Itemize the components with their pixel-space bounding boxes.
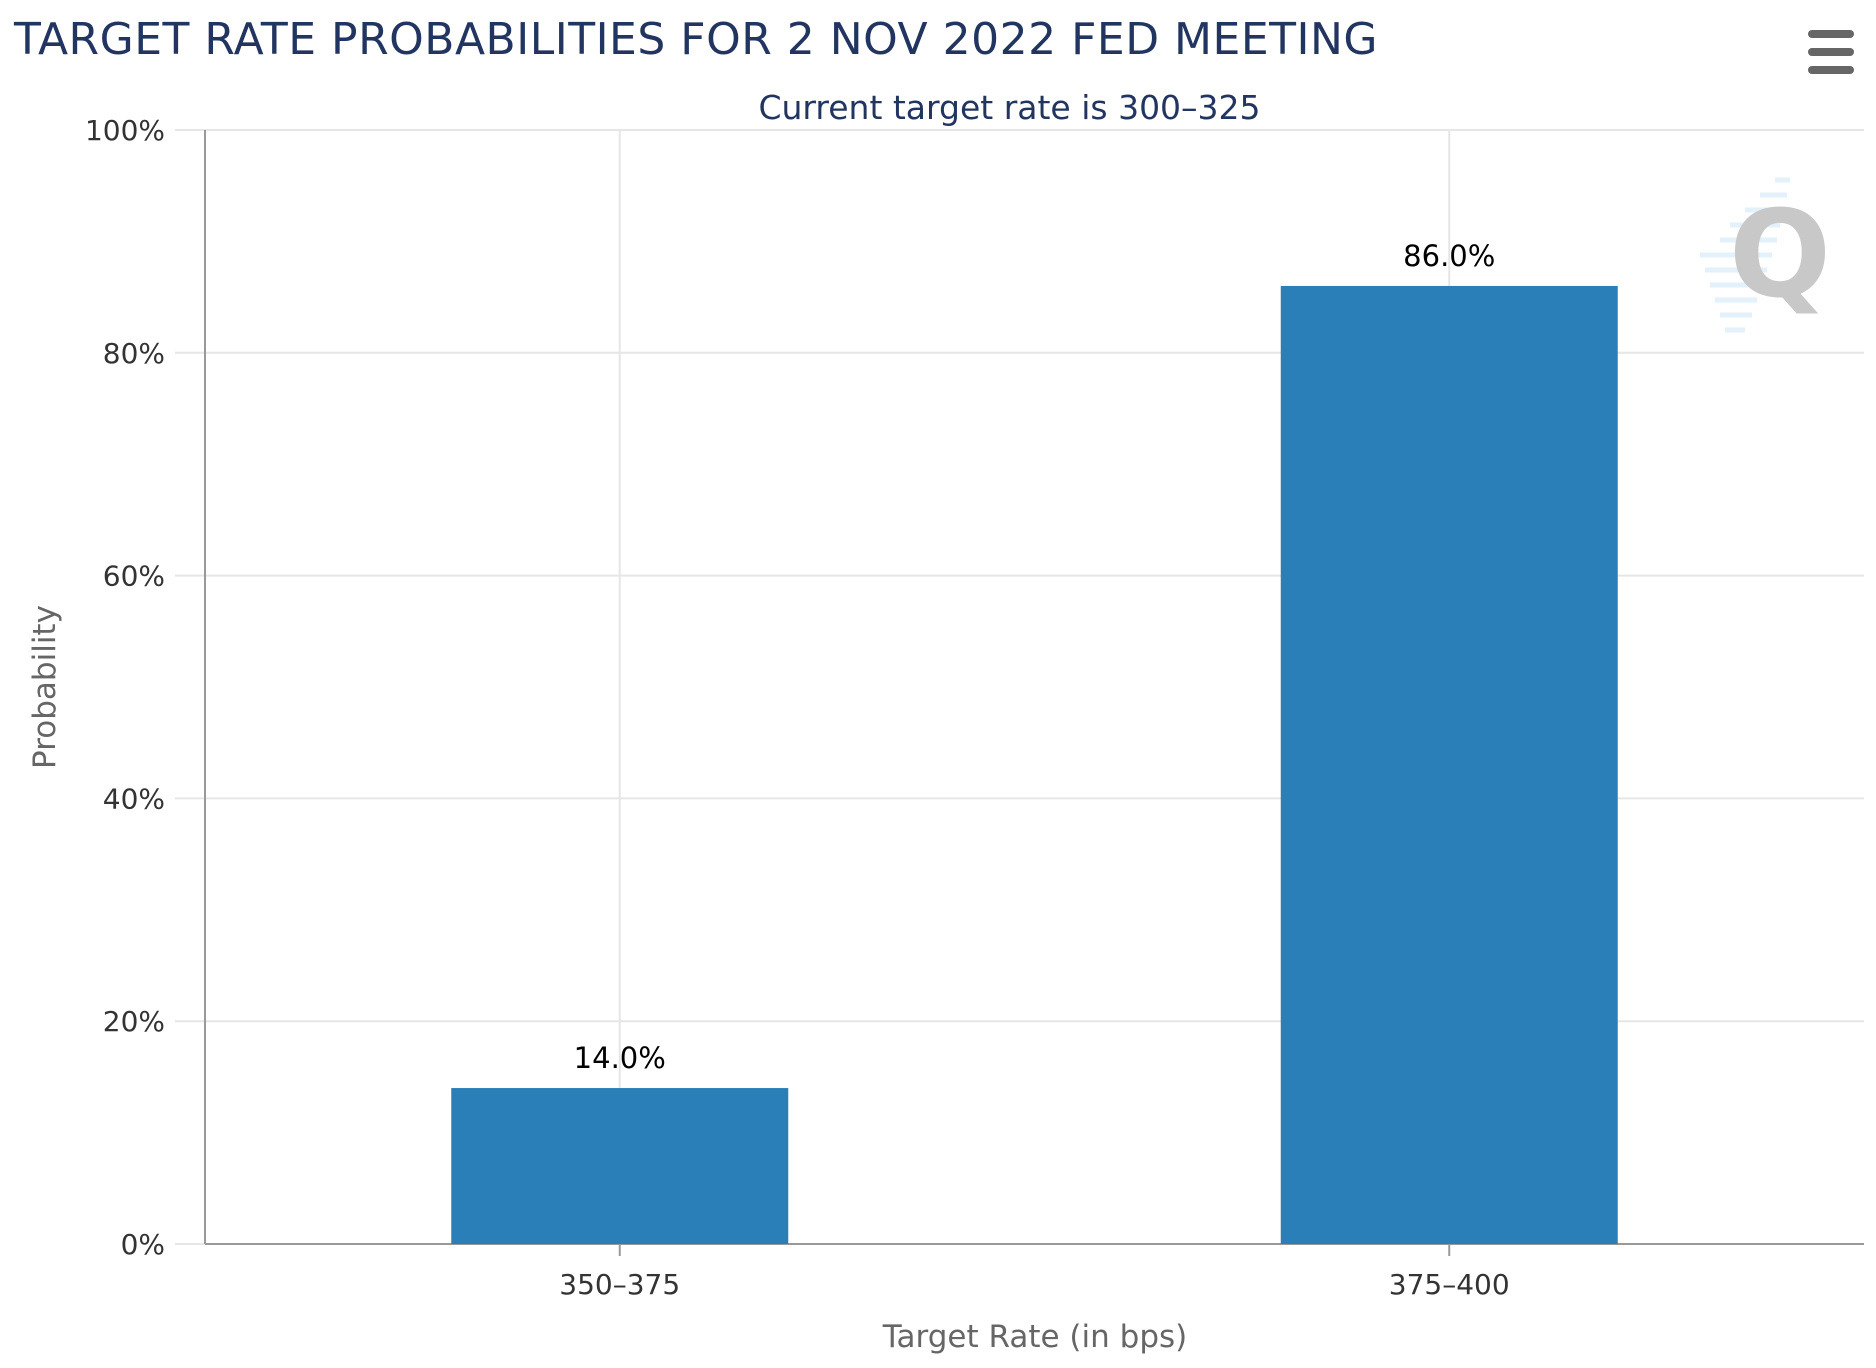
y-tick-label: 40% — [103, 782, 165, 815]
hamburger-menu-icon[interactable] — [1805, 28, 1857, 76]
labels: 0% 20% 40% 60% 80% 100% 14.0% 350–375 86.0% 375–4… — [27, 114, 1510, 1355]
bars — [451, 285, 1618, 1245]
y-tick-label: 20% — [103, 1005, 165, 1038]
data-label: 86.0% — [1403, 239, 1495, 273]
chart-title: TARGET RATE PROBABILITIES FOR 2 NOV 2022… — [14, 14, 1378, 65]
x-axis-title: Target Rate (in bps) — [882, 1319, 1188, 1355]
y-tick-label: 100% — [85, 114, 165, 147]
bar — [451, 1088, 789, 1244]
svg-text:Q: Q — [1729, 186, 1831, 325]
x-tick-label: 375–400 — [1389, 1268, 1510, 1301]
y-tick-label: 60% — [103, 560, 165, 593]
x-tick-label: 350–375 — [559, 1268, 680, 1301]
q-logo-watermark: Q — [1700, 177, 1831, 333]
data-label: 14.0% — [574, 1041, 666, 1075]
chart-subtitle: Current target rate is 300–325 — [758, 88, 1261, 127]
bar — [1280, 285, 1618, 1245]
y-tick-label: 80% — [103, 337, 165, 370]
y-axis-title: Probability — [27, 605, 63, 769]
y-tick-label: 0% — [121, 1228, 165, 1261]
